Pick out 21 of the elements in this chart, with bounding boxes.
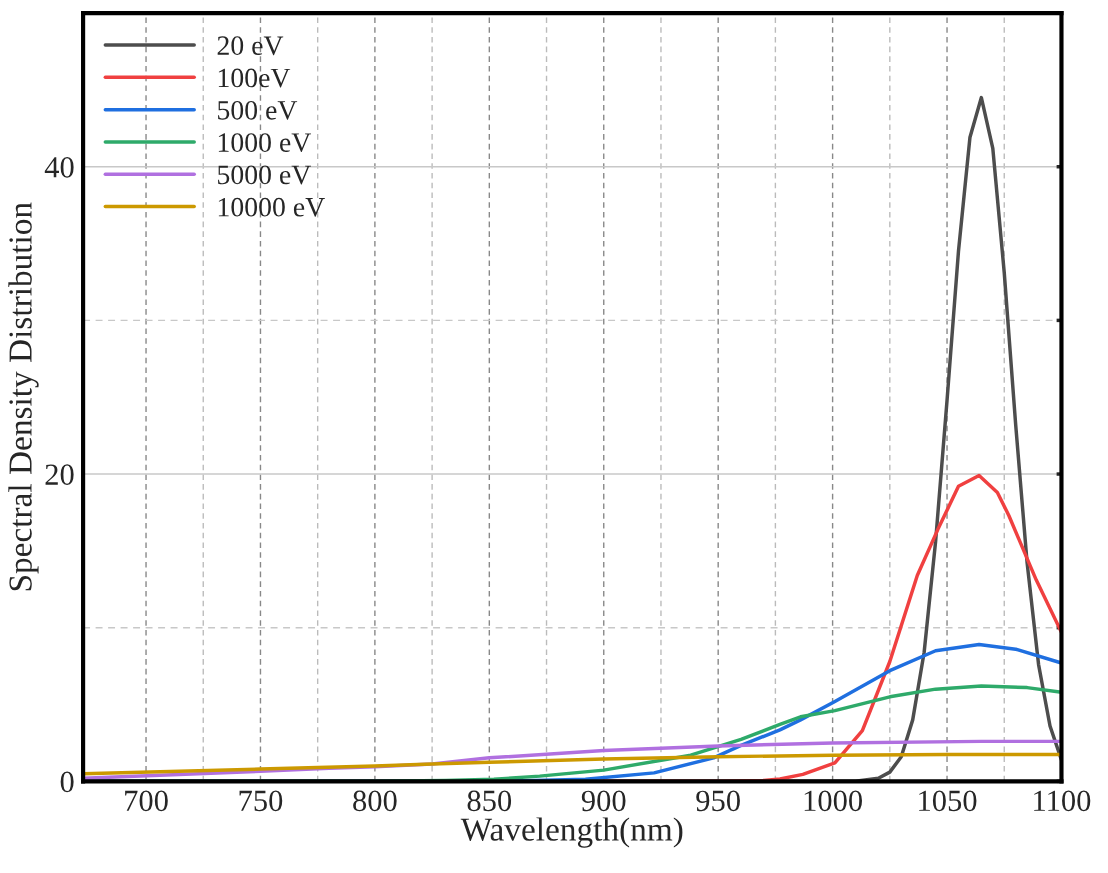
y-tick-label: 20 [45, 464, 74, 485]
x-tick-label: 850 [467, 790, 512, 812]
x-tick-label: 1100 [1034, 790, 1091, 812]
legend-label: 100eV [218, 68, 291, 88]
x-axis-title: Wavelength(nm) [460, 817, 683, 848]
line-series [83, 752, 1062, 776]
y-axis-title: Spectral Density Distribution [8, 202, 39, 591]
y-tick-label: 40 [44, 157, 74, 178]
x-tick-label: 950 [696, 790, 740, 812]
x-tick-label: 700 [125, 790, 168, 812]
x-tick-label: 800 [353, 790, 397, 812]
legend-label: 20 eV [217, 36, 284, 56]
x-tick-label: 900 [581, 790, 626, 812]
y-tick-label: 0 [60, 771, 74, 793]
legend-label: 500 eV [218, 100, 298, 120]
x-tick-label: 1050 [919, 790, 977, 812]
legend-label: 5000 eV [218, 165, 312, 185]
x-tick-label: 750 [239, 790, 283, 812]
legend-label: 1000 eV [218, 133, 312, 153]
legend-label: 10000 eV [218, 197, 325, 217]
x-tick-label: 1000 [804, 790, 862, 812]
